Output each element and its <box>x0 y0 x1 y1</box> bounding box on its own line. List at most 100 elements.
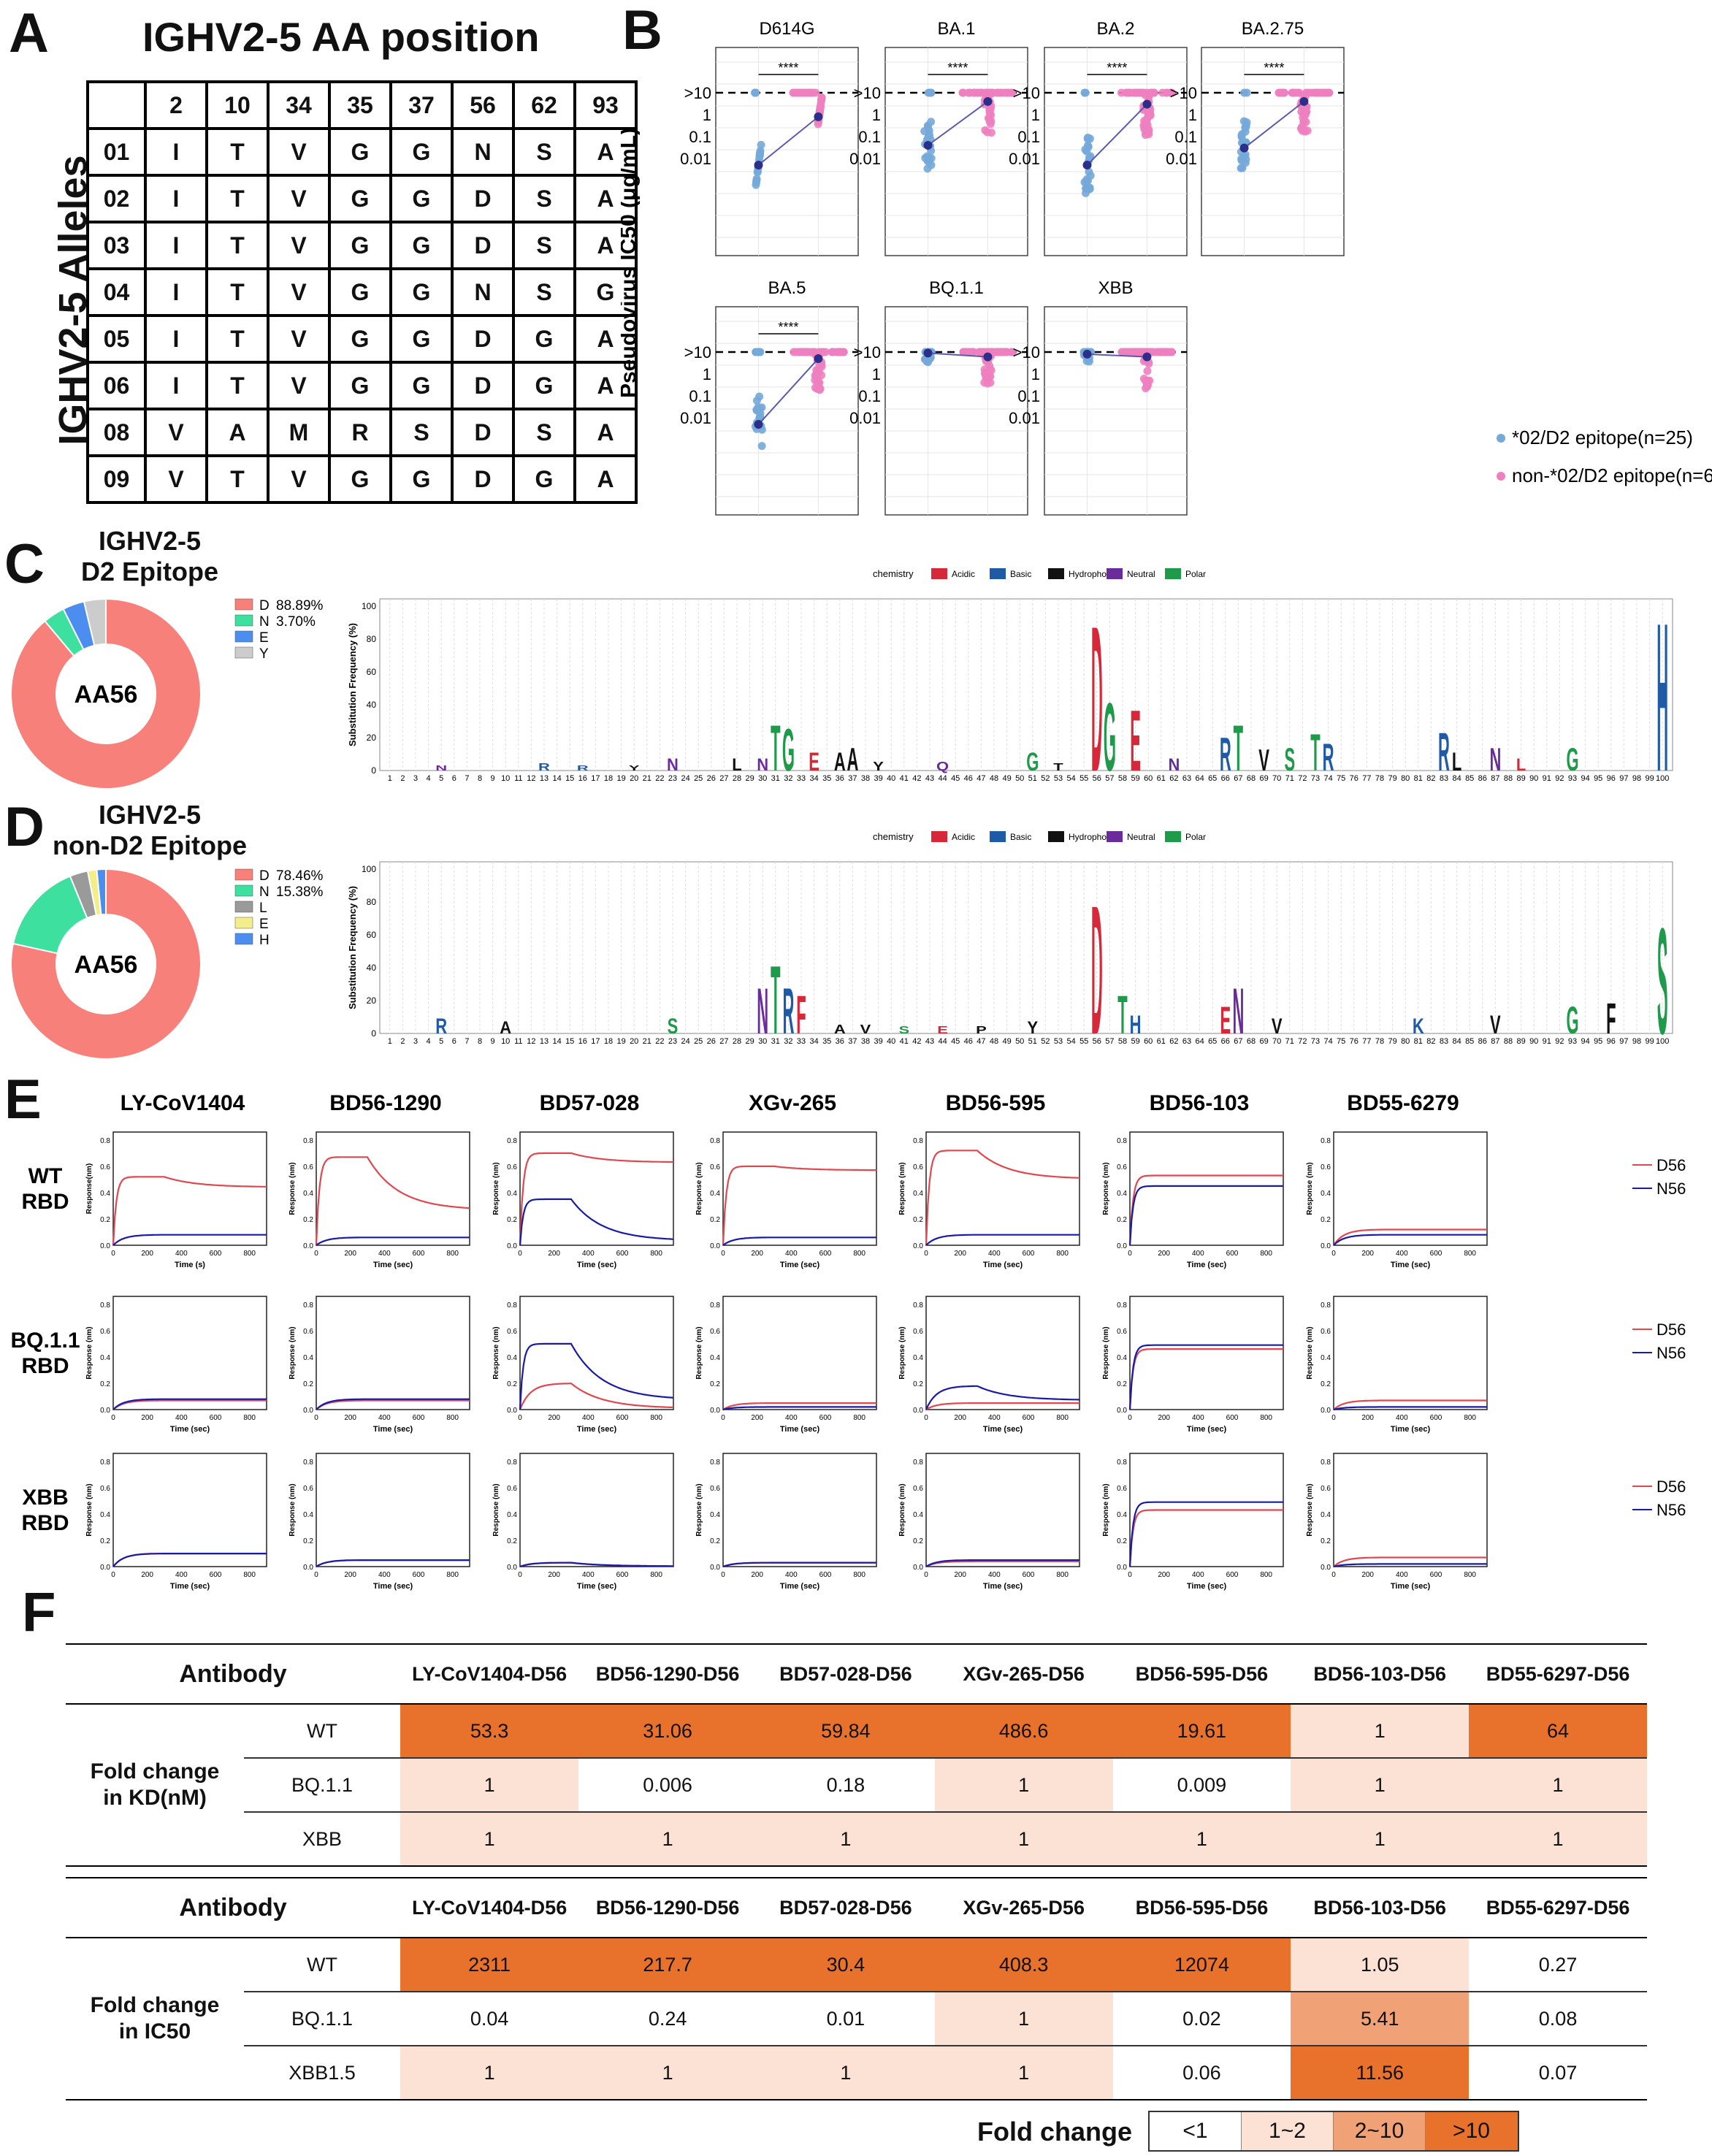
y-tick-label: 0.0 <box>913 1407 923 1415</box>
significance-label: **** <box>778 61 798 75</box>
pink-point <box>795 348 804 356</box>
chemistry-swatch <box>931 568 947 579</box>
y-tick-label: 0.4 <box>1321 1354 1331 1362</box>
x-tick-label: 600 <box>210 1571 222 1579</box>
logo-x-tick: 24 <box>681 1037 689 1044</box>
logo-x-tick: 77 <box>1362 774 1371 781</box>
logo-x-tick: 62 <box>1169 774 1178 781</box>
pink-point <box>790 88 799 97</box>
logo-x-tick: 93 <box>1568 774 1577 781</box>
row-label-line2: RBD <box>22 1190 69 1214</box>
x-tick-label: 0 <box>1128 1250 1132 1258</box>
binding-plot-frame <box>112 1453 267 1567</box>
allele-residue: V <box>267 314 331 364</box>
x-axis-label: Time (sec) <box>780 1261 820 1269</box>
logo-x-tick: 22 <box>655 774 664 781</box>
y-tick-label: 0.0 <box>303 1242 313 1250</box>
y-tick-label: 0.8 <box>1321 1301 1331 1310</box>
allele-row: 08 V A M R S D S A <box>86 408 638 457</box>
blue-point <box>1242 88 1251 97</box>
x-tick-label: 200 <box>548 1414 560 1422</box>
logo-x-tick: 69 <box>1259 774 1268 781</box>
blue-point <box>1237 131 1246 139</box>
y-axis-label: Response (nm) <box>492 1483 500 1536</box>
fold-change-cell: 0.18 <box>756 1758 935 1813</box>
allele-residue: G <box>389 314 454 364</box>
pie-legend-label: H <box>259 933 270 948</box>
pie-center-label: AA56 <box>74 681 138 708</box>
fold-change-cell: 1 <box>934 1992 1113 2046</box>
x-tick-label: 0 <box>518 1250 522 1258</box>
binding-plot-frame <box>925 1131 1080 1246</box>
logo-x-tick: 49 <box>1002 774 1011 781</box>
x-tick-label: 200 <box>751 1250 763 1258</box>
logo-letter: D <box>1091 867 1103 1044</box>
allele-residue: N <box>451 267 515 317</box>
logo-letter: T <box>771 947 780 1044</box>
logo-x-tick: 80 <box>1401 1037 1410 1044</box>
n56-curve <box>519 1198 674 1246</box>
y-tick-label: 0.8 <box>100 1137 110 1145</box>
logo-x-tick: 95 <box>1594 774 1602 781</box>
logo-x-tick: 81 <box>1414 1037 1423 1044</box>
logo-x-tick: 11 <box>514 774 522 781</box>
n56-curve <box>112 1234 267 1246</box>
logo-letter: T <box>1117 985 1127 1044</box>
x-tick-label: 200 <box>344 1571 356 1579</box>
variant-title: XBB <box>1098 278 1133 298</box>
antibody-title: XGv-265 <box>749 1091 836 1115</box>
logo-x-tick: 75 <box>1337 1037 1345 1044</box>
geomean-point <box>1239 143 1249 153</box>
chemistry-label: Polar <box>1185 832 1206 842</box>
logo-letter: V <box>1258 744 1269 778</box>
logo-x-tick: 97 <box>1619 774 1628 781</box>
logo-letter: S <box>898 1024 909 1036</box>
pink-point <box>1319 88 1328 97</box>
binding-plot-frame <box>519 1453 674 1567</box>
x-tick-label: 400 <box>1192 1571 1204 1579</box>
chemistry-label: Polar <box>1185 569 1206 579</box>
pink-point <box>1277 88 1285 97</box>
x-axis-label: Time (sec) <box>780 1425 820 1434</box>
allele-residue: A <box>573 221 638 270</box>
logo-letter: G <box>782 716 795 781</box>
legend-marker-pink <box>1497 472 1505 481</box>
y-tick-label: >10 <box>854 343 881 362</box>
geomean-line <box>757 358 819 425</box>
logo-x-tick: 15 <box>565 774 574 781</box>
logo-x-tick: 92 <box>1555 1037 1564 1044</box>
logo-letter: Y <box>1027 1017 1038 1037</box>
d56-curve <box>925 1402 1079 1410</box>
logo-letter: H <box>1130 1011 1142 1040</box>
pink-point <box>959 348 968 356</box>
fold-change-cell: 1 <box>757 2046 935 2100</box>
x-tick-label: 200 <box>954 1250 966 1258</box>
allele-residue: I <box>144 221 208 270</box>
fold-change-cell: 64 <box>1469 1704 1647 1759</box>
allele-residue: A <box>573 314 638 364</box>
binding-plot-frame <box>1129 1131 1284 1246</box>
y-tick-label: 0.0 <box>1117 1407 1127 1415</box>
logo-x-tick: 13 <box>540 774 549 781</box>
blue-point <box>757 140 765 149</box>
n56-curve <box>925 1234 1079 1246</box>
d56-curve <box>1128 1174 1283 1246</box>
n56-curve <box>316 1236 470 1246</box>
logo-x-tick: 18 <box>604 1037 613 1044</box>
logo-x-tick: 97 <box>1619 1037 1628 1044</box>
logo-x-tick: 98 <box>1632 774 1641 781</box>
n56-curve <box>925 1559 1079 1567</box>
logo-letter: R <box>782 974 794 1044</box>
x-tick-label: 200 <box>548 1571 560 1579</box>
pink-point <box>1289 88 1298 97</box>
logo-x-tick: 50 <box>1015 1037 1024 1044</box>
logo-letter: T <box>771 711 780 781</box>
y-axis-label: Response (nm) <box>492 1326 500 1379</box>
y-tick-label: 1 <box>872 106 881 124</box>
y-tick-label: 0.2 <box>1117 1216 1127 1224</box>
geomean-point <box>814 112 823 121</box>
x-tick-label: 600 <box>1226 1414 1239 1422</box>
geomean-point <box>1299 96 1309 106</box>
y-tick-label: 0.6 <box>100 1485 110 1493</box>
logo-letter: Q <box>936 760 949 774</box>
